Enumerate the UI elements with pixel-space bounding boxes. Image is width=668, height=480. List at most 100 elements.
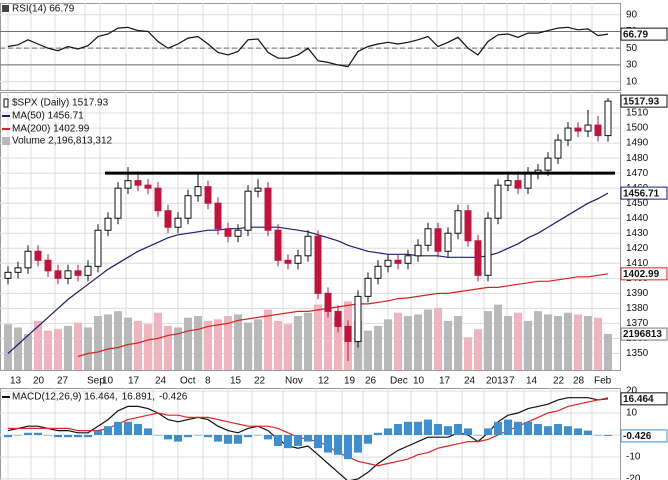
- legend-entry: 16.891,: [122, 392, 155, 403]
- histogram-bar: [524, 421, 532, 435]
- volume-bar: [444, 320, 452, 370]
- volume-bar: [174, 327, 182, 370]
- volume-bar: [254, 319, 262, 370]
- y-tick-label: 90: [626, 9, 638, 20]
- candle-body: [114, 187, 122, 219]
- candle-body: [94, 229, 102, 267]
- histogram-bar: [344, 434, 352, 460]
- x-tick-label: 26: [365, 376, 377, 387]
- volume-bar: [134, 320, 142, 370]
- histogram-bar: [264, 434, 272, 440]
- value-tag-box: [620, 392, 668, 406]
- histogram-bar: [444, 426, 452, 435]
- histogram-bar: [284, 434, 292, 449]
- candle-body: [314, 235, 322, 294]
- panel: [0, 3, 621, 91]
- x-tick-label: Dec: [390, 376, 408, 387]
- volume-bar: [144, 324, 152, 370]
- candle-body: [84, 265, 92, 276]
- value-tag-box: [620, 94, 668, 108]
- x-tick-label: 17: [439, 376, 451, 387]
- histogram-bar: [494, 421, 502, 435]
- y-tick-label: 1490: [626, 138, 649, 149]
- y-tick-label: 1480: [626, 153, 649, 164]
- candle-body: [484, 217, 492, 276]
- volume-bar: [4, 324, 12, 370]
- x-tick-label: Oct: [180, 376, 196, 387]
- y-tick-label: 1510: [626, 108, 649, 119]
- histogram-bar: [534, 424, 542, 435]
- candle-body: [104, 217, 112, 231]
- candle-body: [364, 277, 372, 297]
- volume-bar: [84, 327, 92, 370]
- x-tick-label: Sep: [87, 376, 105, 387]
- x-tick-label: 27: [57, 376, 69, 387]
- volume-bar: [514, 312, 522, 370]
- histogram-bar: [584, 430, 592, 435]
- value-tag: 66.79: [623, 29, 648, 40]
- histogram-bar: [314, 434, 322, 449]
- candle-body: [164, 210, 172, 228]
- histogram-bar: [74, 434, 82, 438]
- candle-body: [174, 217, 182, 228]
- candle-body: [494, 184, 502, 219]
- x-tick-label: 13: [10, 376, 22, 387]
- candle-body: [344, 325, 352, 342]
- histogram-bar: [424, 419, 432, 435]
- x-tick-label: 14: [526, 376, 538, 387]
- candle-body: [304, 235, 312, 257]
- volume-tag: 2196813: [623, 329, 662, 340]
- indicator-line: [77, 273, 609, 358]
- volume-bar: [124, 317, 132, 370]
- volume-bar: [34, 320, 42, 370]
- histogram-bar: [44, 434, 52, 436]
- candle-body: [354, 295, 362, 342]
- y-tick-label: 1470: [626, 168, 649, 179]
- x-tick-label: 8: [205, 376, 211, 387]
- candle-body: [184, 195, 192, 219]
- histogram-bar: [24, 432, 32, 435]
- volume-bar: [414, 314, 422, 370]
- volume-bar: [524, 320, 532, 370]
- volume-bar: [394, 312, 402, 370]
- legend-icon: [2, 5, 9, 12]
- histogram-bar: [204, 434, 212, 438]
- histogram-bar: [164, 434, 172, 440]
- y-tick-label: 10: [626, 76, 638, 87]
- histogram-bar: [84, 434, 92, 438]
- value-tag: -0.426: [623, 431, 652, 442]
- volume-bar: [324, 311, 332, 370]
- x-tick-label: 12: [318, 376, 330, 387]
- histogram-bar: [104, 426, 112, 435]
- volume-bar: [234, 314, 242, 370]
- volume-tag-box: [620, 327, 668, 341]
- volume-bar: [594, 317, 602, 370]
- histogram-bar: [334, 434, 342, 455]
- volume-bar: [284, 324, 292, 370]
- y-tick-label: 1410: [626, 258, 649, 269]
- histogram-bar: [294, 434, 302, 446]
- histogram-bar: [474, 434, 482, 436]
- candle-body: [324, 292, 332, 312]
- volume-bar: [494, 304, 502, 370]
- candle-body: [274, 229, 282, 261]
- legend-entry: Volume 2,196,813,312: [12, 136, 113, 147]
- candle-body: [44, 259, 52, 272]
- volume-bar: [304, 312, 312, 370]
- volume-bar: [584, 316, 592, 370]
- histogram-bar: [554, 424, 562, 435]
- histogram-bar: [144, 428, 152, 435]
- x-tick-label: 24: [155, 376, 167, 387]
- x-tick-label: 10: [102, 376, 114, 387]
- y-tick-label: 1370: [626, 318, 649, 329]
- volume-bar: [384, 319, 392, 370]
- volume-bar: [104, 314, 112, 370]
- y-tick-label: 1440: [626, 213, 649, 224]
- volume-bar: [314, 304, 322, 370]
- volume-bar: [484, 311, 492, 370]
- volume-bar: [214, 319, 222, 370]
- volume-bar: [574, 314, 582, 370]
- candle-body: [604, 100, 612, 137]
- volume-bar: [534, 311, 542, 370]
